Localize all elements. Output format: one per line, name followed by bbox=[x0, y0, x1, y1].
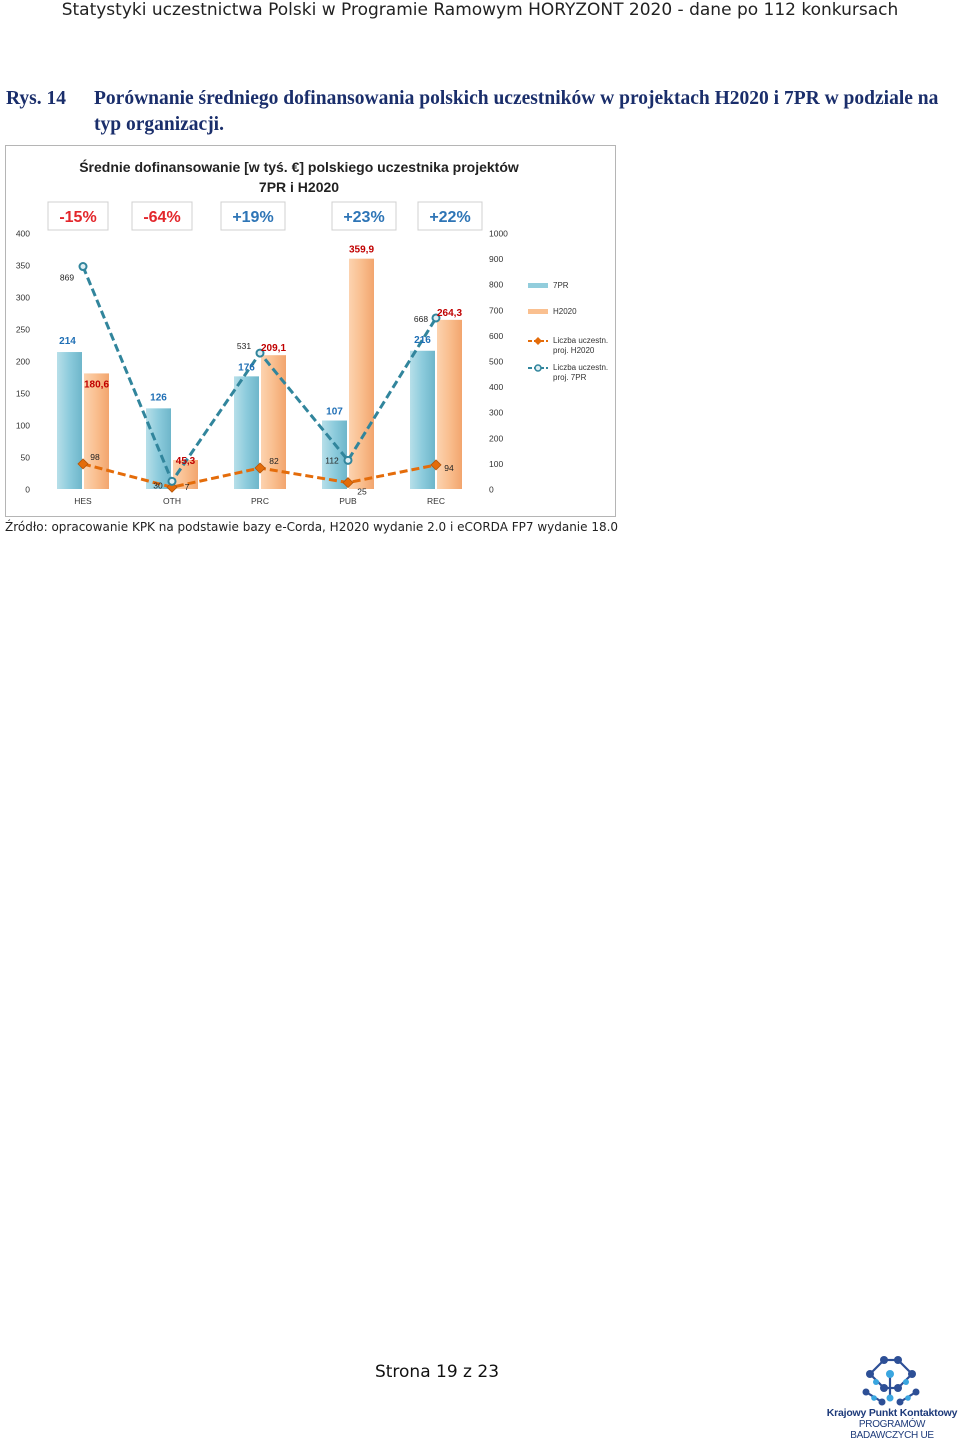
legend-label-line-7pr-1: Liczba uczestn. bbox=[553, 363, 608, 372]
x-tick-label: PUB bbox=[339, 496, 357, 506]
legend-swatch-h2020 bbox=[528, 309, 548, 314]
chart-title-line1: Średnie dofinansowanie [w tyś. €] polski… bbox=[79, 158, 519, 175]
kpk-logo-icon bbox=[862, 1356, 920, 1406]
figure-caption: Rys. 14 Porównanie średniego dofinansowa… bbox=[6, 86, 946, 138]
chart-svg: Średnie dofinansowanie [w tyś. €] polski… bbox=[16, 158, 608, 506]
x-tick-label: REC bbox=[427, 496, 445, 506]
change-label: +23% bbox=[343, 209, 384, 226]
point-7pr bbox=[431, 313, 441, 323]
x-tick-label: OTH bbox=[163, 496, 181, 506]
data-label-line-h2020: 25 bbox=[357, 487, 367, 497]
point-h2020 bbox=[342, 477, 354, 489]
change-label: -15% bbox=[59, 209, 96, 226]
y-right-tick-label: 0 bbox=[489, 485, 494, 495]
point-7pr bbox=[255, 348, 265, 358]
change-box bbox=[331, 201, 397, 231]
y-right-tick-label: 600 bbox=[489, 331, 503, 341]
y-left-tick-label: 150 bbox=[16, 389, 30, 399]
y-left-tick-label: 0 bbox=[25, 485, 30, 495]
data-label-7pr: 176 bbox=[238, 362, 255, 373]
y-right-tick-label: 300 bbox=[489, 408, 503, 418]
change-label: +19% bbox=[232, 209, 273, 226]
bar-h2020 bbox=[84, 373, 109, 489]
y-left-tick-label: 50 bbox=[21, 453, 31, 463]
y-right-tick-label: 1000 bbox=[489, 229, 508, 239]
data-label-line-7pr: 112 bbox=[325, 455, 339, 465]
change-box bbox=[131, 201, 193, 231]
change-box bbox=[220, 201, 286, 231]
point-h2020 bbox=[254, 462, 266, 474]
y-left-tick-label: 350 bbox=[16, 261, 30, 271]
change-box bbox=[417, 201, 483, 231]
point-7pr bbox=[167, 476, 177, 486]
y-right-tick-label: 700 bbox=[489, 305, 503, 315]
bar-7pr bbox=[57, 352, 82, 489]
chart-container: Średnie dofinansowanie [w tyś. €] polski… bbox=[5, 145, 616, 517]
legend-marker-7pr bbox=[534, 364, 542, 372]
point-7pr bbox=[343, 455, 353, 465]
data-label-line-h2020: 98 bbox=[90, 452, 100, 462]
legend-swatch-7pr bbox=[528, 283, 548, 288]
data-label-7pr: 216 bbox=[414, 335, 431, 346]
x-tick-label: HES bbox=[74, 496, 92, 506]
y-left-tick-label: 200 bbox=[16, 357, 30, 367]
point-h2020 bbox=[77, 458, 89, 470]
point-7pr bbox=[78, 262, 88, 272]
y-left-tick-label: 250 bbox=[16, 325, 30, 335]
change-box bbox=[47, 201, 109, 231]
legend-marker-h2020 bbox=[534, 337, 542, 345]
data-label-line-7pr: 30 bbox=[153, 480, 163, 490]
kpk-logo: Krajowy Punkt Kontaktowy PROGRAMÓW BADAW… bbox=[826, 1352, 958, 1441]
data-label-h2020: 180,6 bbox=[84, 379, 109, 390]
bar-h2020 bbox=[437, 319, 462, 489]
legend-label-line-7pr-2: proj. 7PR bbox=[553, 373, 587, 382]
y-left-tick-label: 400 bbox=[16, 229, 30, 239]
figure-number: Rys. 14 bbox=[6, 88, 66, 109]
data-label-line-h2020: 94 bbox=[444, 463, 454, 473]
data-label-line-h2020: 82 bbox=[269, 456, 279, 466]
line-7pr bbox=[81, 265, 438, 485]
y-right-tick-label: 200 bbox=[489, 433, 503, 443]
data-label-line-7pr: 531 bbox=[237, 341, 251, 351]
data-label-h2020: 359,9 bbox=[349, 245, 374, 256]
figure-caption-text: Porównanie średniego dofinansowania pols… bbox=[94, 88, 939, 135]
data-label-7pr: 214 bbox=[59, 336, 76, 347]
data-label-line-h2020: 7 bbox=[185, 482, 190, 492]
data-label-7pr: 107 bbox=[326, 407, 343, 418]
logo-text-line2: PROGRAMÓW BADAWCZYCH UE bbox=[850, 1419, 934, 1441]
legend-label-h2020: H2020 bbox=[553, 307, 577, 316]
data-label-7pr: 126 bbox=[150, 392, 167, 403]
y-right-tick-label: 400 bbox=[489, 382, 503, 392]
logo-text-line1: Krajowy Punkt Kontaktowy bbox=[826, 1407, 958, 1419]
y-right-tick-label: 800 bbox=[489, 280, 503, 290]
page-number: Strona 19 z 23 bbox=[374, 1362, 500, 1382]
change-label: +22% bbox=[429, 209, 470, 226]
y-right-tick-label: 500 bbox=[489, 357, 503, 367]
y-right-tick-label: 100 bbox=[489, 459, 503, 469]
data-label-line-7pr: 668 bbox=[414, 314, 428, 324]
x-tick-label: PRC bbox=[251, 496, 269, 506]
chart-title-line2: 7PR i H2020 bbox=[259, 179, 339, 195]
bar-h2020 bbox=[349, 258, 374, 489]
data-label-h2020: 264,3 bbox=[437, 308, 462, 319]
point-h2020 bbox=[430, 459, 442, 471]
data-label-line-7pr: 869 bbox=[60, 273, 74, 283]
change-label: -64% bbox=[143, 209, 180, 226]
y-left-tick-label: 100 bbox=[16, 421, 30, 431]
page-header: Statystyki uczestnictwa Polski w Program… bbox=[61, 0, 899, 20]
legend-label-line-h2020-2: proj. H2020 bbox=[553, 346, 595, 355]
data-label-h2020: 209,1 bbox=[261, 343, 286, 354]
legend-label-line-h2020-1: Liczba uczestn. bbox=[553, 336, 608, 345]
source-note: Źródło: opracowanie KPK na podstawie baz… bbox=[5, 520, 619, 534]
legend-label-7pr: 7PR bbox=[553, 281, 569, 290]
y-left-tick-label: 300 bbox=[16, 293, 30, 303]
data-label-h2020: 45,3 bbox=[176, 456, 196, 467]
y-right-tick-label: 900 bbox=[489, 254, 503, 264]
